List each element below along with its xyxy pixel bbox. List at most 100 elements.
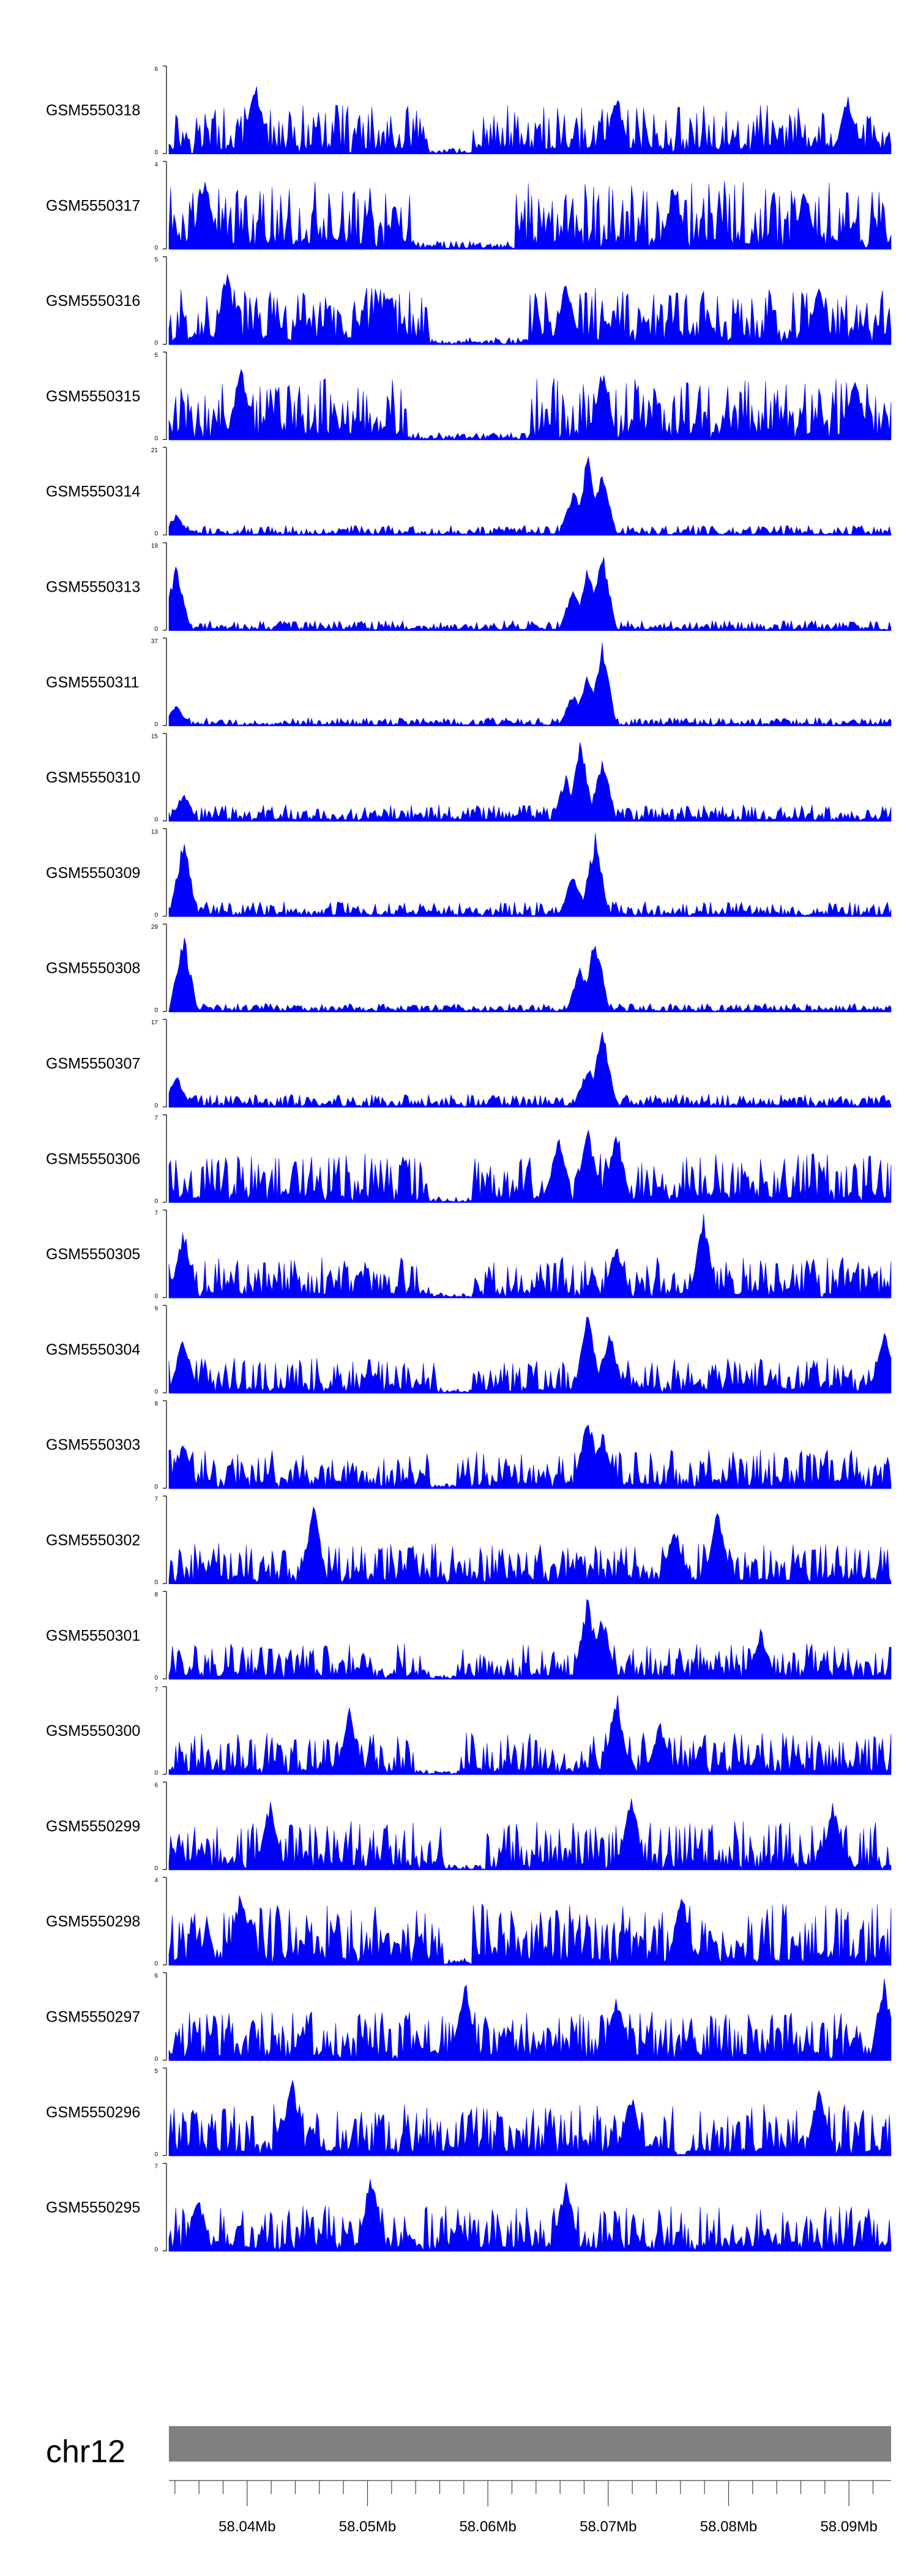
track-GSM5550301: GSM5550301 8 0 [46, 1591, 892, 1681]
y-max-label: 5 [154, 257, 158, 264]
x-tick-label: 58.05Mb [339, 2518, 396, 2535]
track-label: GSM5550295 [46, 2199, 140, 2216]
track-label: GSM5550301 [46, 1627, 140, 1644]
track-label: GSM5550298 [46, 1913, 140, 1930]
track-GSM5550310: GSM5550310 15 0 [46, 732, 892, 824]
track-GSM5550304: GSM5550304 9 0 [46, 1305, 892, 1395]
signal-area [168, 1506, 892, 1584]
y-min-label: 0 [154, 340, 158, 347]
y-max-label: 6 [154, 1973, 158, 1979]
signal-area [168, 181, 892, 250]
signal-area [168, 937, 892, 1012]
y-min-label: 0 [154, 1103, 158, 1109]
track-label: GSM5550307 [46, 1055, 140, 1073]
track-GSM5550305: GSM5550305 7 0 [46, 1209, 892, 1300]
track-label: GSM5550314 [46, 483, 140, 501]
y-max-label: 19 [151, 543, 159, 549]
signal-area [168, 1695, 892, 1774]
y-max-label: 7 [154, 1687, 158, 1694]
x-tick-label: 58.07Mb [580, 2518, 636, 2535]
track-GSM5550309: GSM5550309 13 0 [46, 828, 892, 918]
signal-area [168, 742, 892, 822]
track-label: GSM5550315 [46, 388, 140, 405]
y-min-label: 0 [154, 1198, 158, 1205]
signal-area [168, 1130, 892, 1203]
y-max-label: 6 [154, 1782, 158, 1789]
track-GSM5550300: GSM5550300 7 0 [46, 1686, 892, 1777]
signal-area [168, 2179, 892, 2251]
track-label: GSM5550305 [46, 1246, 140, 1263]
track-GSM5550307: GSM5550307 17 0 [46, 1019, 892, 1109]
y-min-label: 0 [154, 149, 158, 156]
track-GSM5550314: GSM5550314 21 0 [46, 447, 892, 537]
signal-area [168, 274, 892, 344]
y-max-label: 6 [154, 66, 158, 73]
signal-area [168, 456, 892, 535]
track-GSM5550308: GSM5550308 29 0 [46, 923, 892, 1014]
y-min-label: 0 [154, 1388, 158, 1395]
track-GSM5550316: GSM5550316 5 0 [46, 256, 892, 347]
signal-area [168, 642, 892, 726]
y-min-label: 0 [154, 721, 158, 728]
y-min-label: 0 [154, 1579, 158, 1586]
track-label: GSM5550310 [46, 769, 140, 786]
y-max-label: 15 [151, 734, 159, 740]
track-label: GSM5550318 [46, 102, 140, 119]
y-max-label: 37 [151, 638, 159, 645]
y-min-label: 0 [154, 1294, 158, 1300]
y-min-label: 0 [154, 1484, 158, 1491]
y-max-label: 8 [154, 1401, 158, 1407]
y-max-label: 29 [151, 924, 159, 931]
track-label: GSM5550296 [46, 2104, 140, 2121]
track-label: GSM5550313 [46, 579, 140, 596]
x-tick-label: 58.09Mb [820, 2518, 877, 2535]
signal-area [168, 1798, 892, 1870]
track-GSM5550303: GSM5550303 8 0 [46, 1400, 892, 1491]
y-max-label: 9 [154, 1305, 158, 1312]
track-GSM5550296: GSM5550296 5 0 [46, 2068, 892, 2158]
data-tracks: GSM555031860GSM555031740GSM555031650GSM5… [46, 65, 892, 2254]
y-max-label: 4 [154, 1877, 158, 1884]
track-GSM5550315: GSM5550315 5 0 [46, 351, 892, 442]
track-GSM5550297: GSM5550297 6 0 [46, 1972, 892, 2063]
signal-area [168, 1213, 892, 1298]
x-tick-label: 58.06Mb [459, 2518, 516, 2535]
signal-area [168, 1316, 892, 1393]
y-max-label: 5 [154, 352, 158, 359]
y-min-label: 0 [154, 245, 158, 251]
y-max-label: 17 [151, 1019, 159, 1026]
track-GSM5550298: GSM5550298 4 0 [46, 1877, 892, 1967]
signal-area [168, 1424, 892, 1489]
track-label: GSM5550311 [46, 674, 139, 691]
y-min-label: 0 [154, 2247, 158, 2254]
y-max-label: 4 [154, 162, 158, 168]
track-label: GSM5550308 [46, 960, 140, 977]
y-max-label: 7 [154, 1210, 158, 1217]
track-label: GSM5550306 [46, 1150, 140, 1167]
y-max-label: 13 [151, 828, 159, 835]
track-label: GSM5550302 [46, 1532, 140, 1549]
signal-area [168, 2080, 892, 2156]
y-min-label: 0 [154, 1865, 158, 1872]
y-max-label: 7 [154, 1496, 158, 1503]
y-min-label: 0 [154, 530, 158, 537]
y-min-label: 0 [154, 912, 158, 918]
track-label: GSM5550303 [46, 1437, 140, 1454]
signal-area [168, 1978, 892, 2061]
track-label: GSM5550300 [46, 1722, 140, 1740]
x-tick-label: 58.08Mb [700, 2518, 757, 2535]
track-label: GSM5550316 [46, 292, 140, 310]
y-max-label: 5 [154, 2068, 158, 2075]
track-GSM5550306: GSM5550306 7 0 [46, 1114, 892, 1205]
signal-area [168, 1599, 892, 1680]
y-min-label: 0 [154, 2056, 158, 2063]
y-max-label: 8 [154, 1591, 158, 1598]
y-max-label: 7 [154, 1115, 158, 1122]
signal-area [168, 1895, 892, 1965]
y-max-label: 7 [154, 2164, 158, 2170]
y-min-label: 0 [154, 1770, 158, 1777]
track-GSM5550302: GSM5550302 7 0 [46, 1495, 892, 1586]
x-tick-label: 58.04Mb [218, 2518, 275, 2535]
ideogram-bar [169, 2426, 891, 2462]
